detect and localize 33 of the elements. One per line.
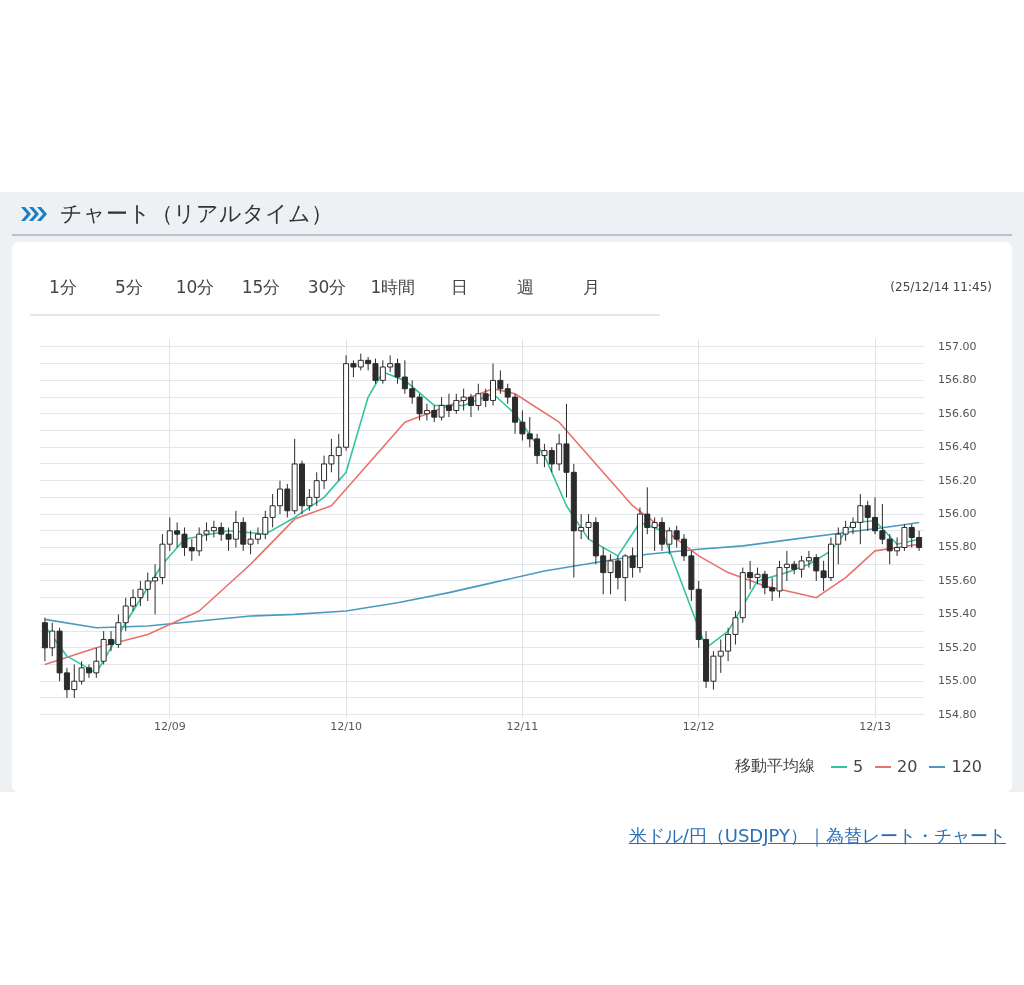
- text: 30分: [306, 276, 348, 299]
- text: 週: [515, 276, 535, 299]
- x-tick-label: 12/11: [506, 720, 539, 734]
- chart-subtitle: (25/12/14 11:45): [890, 280, 992, 294]
- x-tick-label: 12/13: [859, 720, 891, 734]
- y-tick-label: 155.00: [938, 674, 977, 688]
- text: 日: [449, 276, 469, 299]
- y-tick-label: 157.00: [938, 339, 977, 353]
- y-tick-label: 156.20: [938, 473, 977, 487]
- text: 1時間: [369, 276, 417, 299]
- y-tick-label: 156.60: [938, 406, 977, 420]
- y-tick-label: 156.80: [938, 373, 977, 387]
- y-tick-label: 155.60: [938, 573, 977, 587]
- text: 5分: [114, 276, 144, 299]
- y-tick-label: 155.80: [938, 540, 977, 554]
- y-tick-label: 155.40: [938, 607, 977, 621]
- text: 10分: [174, 276, 216, 299]
- y-tick-label: 156.40: [938, 440, 977, 454]
- x-tick-label: 12/10: [330, 720, 362, 734]
- y-tick-label: 154.80: [938, 707, 977, 721]
- x-tick-label: 12/12: [682, 720, 715, 734]
- y-tick-label: 156.00: [938, 506, 977, 520]
- text: 1分: [48, 276, 78, 299]
- legend-label: 20: [897, 757, 918, 776]
- legend-label: 5: [852, 757, 864, 776]
- x-tick-label: 12/09: [153, 720, 186, 734]
- text: 15分: [240, 276, 282, 299]
- y-tick-label: 155.20: [938, 640, 977, 654]
- legend-label: 120: [951, 757, 982, 776]
- legend-title: 移動平均線: [734, 756, 815, 777]
- chart-title: チャート（リアルタイム）: [60, 200, 333, 228]
- text: 米ドル/円（USDJPY）｜為替レート・チャート: [628, 824, 1006, 848]
- text: 月: [581, 276, 601, 299]
